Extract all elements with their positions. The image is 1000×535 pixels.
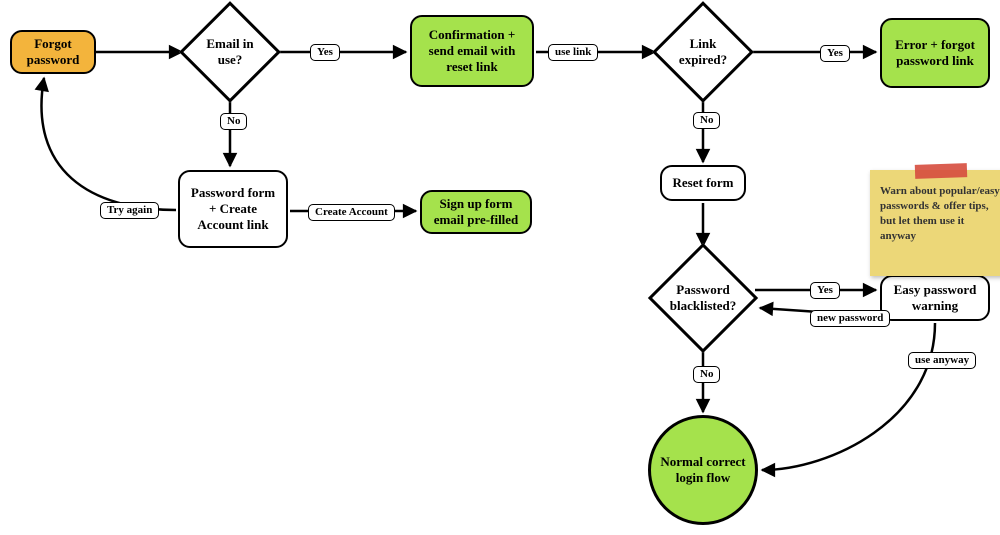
node-label: Link expired?: [667, 36, 739, 69]
node-label: Sign up form email pre-filled: [430, 196, 522, 229]
node-password-blacklisted: Password blacklisted?: [653, 248, 753, 348]
edge-label-new-password: new password: [810, 310, 890, 327]
node-label: Forgot password: [20, 36, 86, 69]
node-password-form-create-account: Password form + Create Account link: [178, 170, 288, 248]
node-confirmation-send-email: Confirmation + send email with reset lin…: [410, 15, 534, 87]
node-easy-password-warning: Easy password warning: [880, 275, 990, 321]
node-email-in-use: Email in use?: [184, 6, 276, 98]
node-normal-login-flow: Normal correct login flow: [648, 415, 758, 525]
node-label: Reset form: [673, 175, 734, 191]
node-reset-form: Reset form: [660, 165, 746, 201]
node-signup-prefilled: Sign up form email pre-filled: [420, 190, 532, 234]
edge-label-use-link: use link: [548, 44, 598, 61]
node-forgot-password: Forgot password: [10, 30, 96, 74]
edge-label-create-account: Create Account: [308, 204, 395, 221]
edge-label-yes: Yes: [820, 45, 850, 62]
node-error-forgot-link: Error + forgot password link: [880, 18, 990, 88]
edge-label-yes: Yes: [310, 44, 340, 61]
edge-label-no: No: [693, 112, 720, 129]
edge-label-try-again: Try again: [100, 202, 159, 219]
node-label: Password form + Create Account link: [188, 185, 278, 234]
edge-label-no: No: [220, 113, 247, 130]
edge-label-no: No: [693, 366, 720, 383]
node-label: Normal correct login flow: [659, 454, 747, 487]
sticky-tape-icon: [915, 163, 967, 179]
node-label: Password blacklisted?: [663, 282, 743, 315]
edge-use-anyway: [762, 323, 935, 470]
node-label: Email in use?: [194, 36, 266, 69]
edge-label-yes: Yes: [810, 282, 840, 299]
node-label: Easy password warning: [890, 282, 980, 315]
sticky-note-warning: Warn about popular/easy passwords & offe…: [870, 170, 1000, 276]
flowchart-canvas: Forgot password Email in use? Confirmati…: [0, 0, 1000, 535]
sticky-note-text: Warn about popular/easy passwords & offe…: [880, 185, 1000, 242]
edge-label-use-anyway: use anyway: [908, 352, 976, 369]
node-label: Confirmation + send email with reset lin…: [420, 27, 524, 76]
node-label: Error + forgot password link: [890, 37, 980, 70]
edge-try-again: [41, 78, 176, 210]
node-link-expired: Link expired?: [657, 6, 749, 98]
